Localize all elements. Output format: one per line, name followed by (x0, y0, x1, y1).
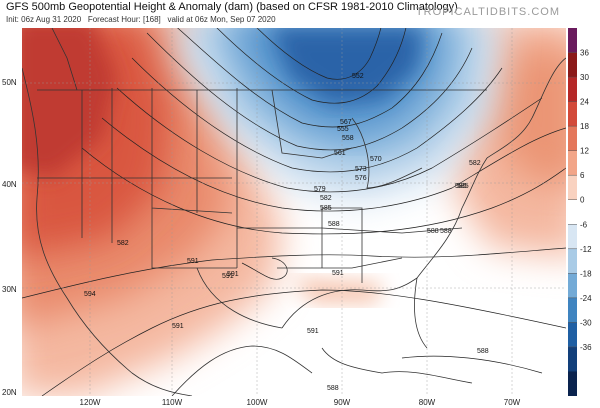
colorbar-swatch (568, 346, 577, 372)
colorbar-swatch (568, 126, 577, 152)
colorbar-swatch (568, 273, 577, 299)
contour-label: 561 (334, 150, 346, 157)
colorbar-swatch (568, 28, 577, 54)
contour-label: 591 (332, 270, 344, 277)
lon-label-110w: 110W (161, 398, 183, 407)
lat-label-20n: 20N (2, 388, 17, 397)
colorbar-swatch (568, 224, 577, 250)
colorbar-swatch (568, 297, 577, 323)
colorbar-tick-label: 6 (580, 171, 585, 180)
contour-label: 585 (455, 183, 467, 190)
contour-label: 585 (457, 183, 469, 190)
colorbar-tick-label: 36 (580, 49, 589, 58)
contour-label: 573 (355, 166, 367, 173)
colorbar-swatch (568, 175, 577, 201)
colorbar-swatch (568, 150, 577, 176)
lat-label-40n: 40N (2, 180, 17, 189)
colorbar-swatch (568, 322, 577, 348)
colorbar-swatch (568, 52, 577, 78)
contour-label: 588 (440, 228, 452, 235)
colorbar-tick-label: -6 (580, 220, 588, 229)
colorbar-tick-label: -12 (580, 245, 592, 254)
colorbar-tick-label: 30 (580, 73, 589, 82)
colorbar-tick-label: -24 (580, 294, 592, 303)
anomaly-colorbar: 36 30 24 18 12 6 0 -6 -12 -18 -24 -30 -36 (568, 28, 600, 397)
map-canvas: 582 591 591 594 591 588 591 588 588 567 … (22, 28, 566, 396)
contour-label: 582 (320, 195, 332, 202)
brand-watermark: TROPICALTIDBITS.COM (415, 6, 560, 18)
contour-label: 588 (327, 385, 339, 392)
contour-label: 552 (352, 73, 364, 80)
coastline-borders (22, 28, 566, 396)
height-contours (22, 28, 566, 396)
lat-label-30n: 30N (2, 285, 17, 294)
graticule (22, 28, 566, 396)
init-time: Init: 06z Aug 31 2020 (6, 15, 82, 24)
contour-label: 585 (320, 205, 332, 212)
contour-label: 558 (342, 135, 354, 142)
colorbar-ticks: 36 30 24 18 12 6 0 -6 -12 -18 -24 -30 -36 (568, 49, 592, 352)
contour-label: 582 (469, 160, 481, 167)
lon-label-100w: 100W (246, 398, 268, 407)
contour-label: 588 (427, 228, 439, 235)
lon-label-90w: 90W (333, 398, 351, 407)
colorbar-swatch (568, 371, 577, 397)
contour-label: 588 (477, 348, 489, 355)
contour-label: 591 (222, 273, 234, 280)
colorbar-swatch (568, 199, 577, 225)
lon-label-120w: 120W (79, 398, 101, 407)
colorbar-tick-label: 0 (580, 196, 585, 205)
chart-header: GFS 500mb Geopotential Height & Anomaly … (0, 0, 600, 28)
colorbar-svg: 36 30 24 18 12 6 0 -6 -12 -18 -24 -30 -36 (568, 28, 592, 397)
contour-label: 591 (187, 258, 199, 265)
colorbar-tick-label: 18 (580, 122, 589, 131)
lon-label-80w: 80W (418, 398, 436, 407)
colorbar-tick-label: 12 (580, 147, 589, 156)
contour-label: 555 (337, 126, 349, 133)
chart-subtitle: Init: 06z Aug 31 2020 Forecast Hour: [16… (6, 15, 276, 24)
colorbar-swatch (568, 77, 577, 103)
contour-label: 591 (172, 323, 184, 330)
chart-title: GFS 500mb Geopotential Height & Anomaly … (6, 1, 458, 13)
colorbar-swatches (568, 28, 577, 397)
anomaly-map: 582 591 591 594 591 588 591 588 588 567 … (22, 28, 566, 396)
contour-label: 570 (370, 156, 382, 163)
contour-labels: 582 591 591 594 591 588 591 588 588 567 … (84, 73, 489, 392)
colorbar-tick-label: -18 (580, 269, 592, 278)
cold-anomaly-trough (174, 28, 501, 203)
valid-time: valid at 06z Mon, Sep 07 2020 (167, 15, 276, 24)
colorbar-tick-label: -36 (580, 343, 592, 352)
colorbar-tick-label: -30 (580, 318, 592, 327)
lat-label-50n: 50N (2, 78, 17, 87)
contour-label: 591 (307, 328, 319, 335)
contour-label: 594 (84, 291, 96, 298)
forecast-hour: Forecast Hour: [168] (87, 15, 161, 24)
colorbar-swatch (568, 101, 577, 127)
contour-label: 582 (117, 240, 129, 247)
contour-label: 579 (314, 186, 326, 193)
contour-label: 591 (227, 271, 239, 278)
contour-label: 567 (340, 119, 352, 126)
contour-label: 576 (355, 175, 367, 182)
colorbar-swatch (568, 248, 577, 274)
colorbar-tick-label: 24 (580, 98, 589, 107)
contour-label: 588 (328, 221, 340, 228)
lon-label-70w: 70W (503, 398, 521, 407)
